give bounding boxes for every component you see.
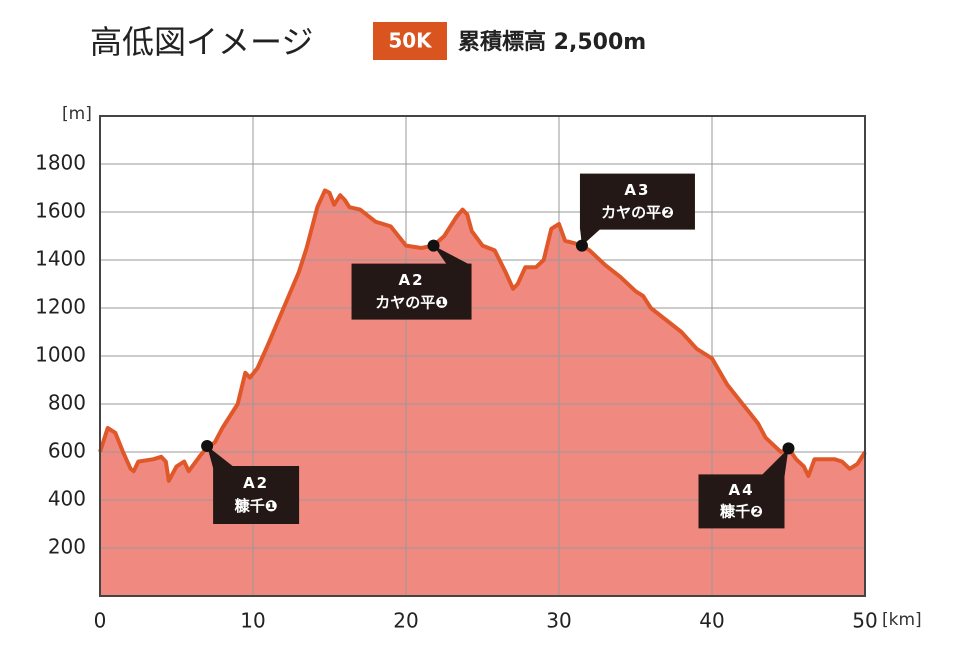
- x-tick-label: 0: [94, 609, 107, 633]
- y-tick-label: 200: [48, 535, 86, 559]
- annotation-point: [427, 239, 440, 252]
- annotation-point: [782, 442, 795, 455]
- badge: 50K: [388, 29, 433, 53]
- annotation-label: カヤの平❶: [375, 293, 448, 311]
- y-tick-label: 1000: [35, 343, 86, 367]
- annotation-label: カヤの平❷: [601, 203, 674, 221]
- y-tick-label: 1600: [35, 199, 86, 223]
- y-tick-label: 1200: [35, 295, 86, 319]
- annotation-label: A2: [399, 271, 425, 289]
- y-tick-label: 800: [48, 391, 86, 415]
- y-unit: [m]: [62, 104, 92, 124]
- x-tick-label: 10: [240, 609, 265, 633]
- annotation-point: [201, 440, 214, 452]
- annotation-box: [698, 474, 785, 529]
- x-tick-label: 50: [852, 609, 877, 633]
- annotation-pointer: [433, 245, 472, 266]
- title: 高低図イメージ: [90, 23, 313, 61]
- badge-bg: [373, 22, 447, 60]
- annotation-box: [351, 263, 472, 320]
- annotation-pointer: [207, 446, 236, 468]
- y-tick-label: 600: [48, 439, 86, 463]
- annotation-label: A4: [728, 481, 754, 499]
- annotation-label: A3: [624, 181, 650, 199]
- subtitle: 累積標高 2,500m: [458, 29, 646, 55]
- annotation-box: [213, 466, 300, 524]
- annotation-label: 糠千❷: [719, 503, 763, 521]
- annotation-box: [579, 173, 695, 230]
- annotation-label: 糠千❶: [234, 497, 278, 515]
- annotation-pointer: [760, 448, 789, 477]
- plot-frame: [99, 115, 866, 597]
- y-tick-label: 400: [48, 487, 86, 511]
- annotation-label: A2: [243, 474, 269, 492]
- y-tick-label: 1800: [35, 151, 86, 175]
- line: [98, 188, 867, 483]
- x-tick-label: 20: [393, 609, 418, 633]
- y-tick-label: 1400: [35, 247, 86, 271]
- x-tick-label: 30: [546, 609, 571, 633]
- x-tick-label: 40: [699, 609, 724, 633]
- annotation-point: [575, 239, 588, 252]
- x-unit: [km]: [882, 610, 922, 630]
